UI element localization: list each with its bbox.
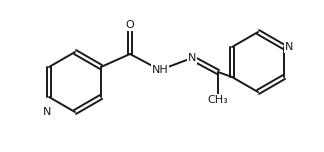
Text: NH: NH	[152, 65, 168, 75]
Text: N: N	[188, 53, 196, 63]
Text: O: O	[126, 20, 134, 30]
Text: N: N	[285, 42, 293, 52]
Text: CH₃: CH₃	[208, 95, 228, 105]
Text: N: N	[43, 107, 51, 117]
